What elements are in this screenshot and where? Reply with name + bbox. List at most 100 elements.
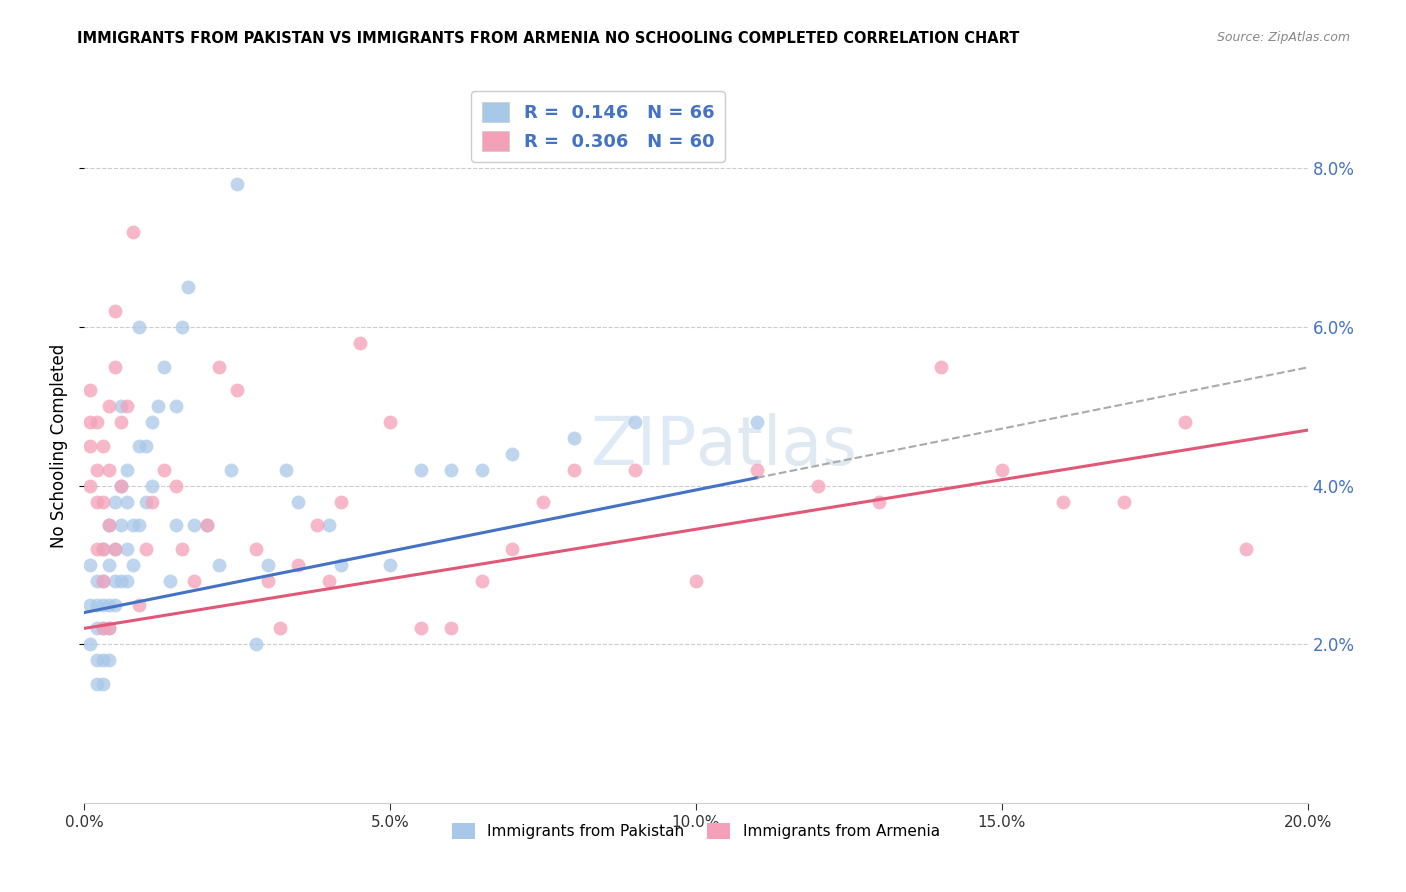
Point xyxy=(91,574,114,588)
Point xyxy=(159,574,181,588)
Y-axis label: No Schooling Completed: No Schooling Completed xyxy=(51,344,69,548)
Point xyxy=(110,478,132,492)
Point xyxy=(330,494,353,508)
Point xyxy=(97,518,120,533)
Point xyxy=(97,653,120,667)
Point xyxy=(287,558,309,572)
Point xyxy=(177,280,200,294)
Point xyxy=(122,518,145,533)
Point xyxy=(97,621,120,635)
Point xyxy=(208,359,231,374)
Point xyxy=(91,439,114,453)
Point xyxy=(245,542,267,557)
Point xyxy=(1052,494,1074,508)
Point xyxy=(91,542,114,557)
Point xyxy=(172,542,194,557)
Point xyxy=(91,653,114,667)
Point xyxy=(86,494,108,508)
Point xyxy=(86,621,108,635)
Point xyxy=(115,494,138,508)
Point xyxy=(115,400,138,414)
Point xyxy=(122,558,145,572)
Point xyxy=(97,463,120,477)
Point xyxy=(685,574,707,588)
Point xyxy=(305,518,328,533)
Point xyxy=(97,518,120,533)
Point xyxy=(86,415,108,429)
Point xyxy=(86,598,108,612)
Point xyxy=(624,415,647,429)
Point xyxy=(104,574,127,588)
Point xyxy=(269,621,291,635)
Point xyxy=(141,478,163,492)
Point xyxy=(141,494,163,508)
Point xyxy=(440,463,463,477)
Point xyxy=(562,431,585,445)
Point xyxy=(91,621,114,635)
Point xyxy=(172,320,194,334)
Point xyxy=(409,463,432,477)
Point xyxy=(86,653,108,667)
Point xyxy=(226,384,249,398)
Point xyxy=(128,518,150,533)
Point xyxy=(115,542,138,557)
Point xyxy=(153,463,176,477)
Text: IMMIGRANTS FROM PAKISTAN VS IMMIGRANTS FROM ARMENIA NO SCHOOLING COMPLETED CORRE: IMMIGRANTS FROM PAKISTAN VS IMMIGRANTS F… xyxy=(77,31,1019,46)
Point xyxy=(79,384,101,398)
Point xyxy=(153,359,176,374)
Text: Source: ZipAtlas.com: Source: ZipAtlas.com xyxy=(1216,31,1350,45)
Point xyxy=(380,558,402,572)
Point xyxy=(128,598,150,612)
Point xyxy=(146,400,169,414)
Point xyxy=(79,558,101,572)
Point xyxy=(747,463,769,477)
Point xyxy=(807,478,830,492)
Point xyxy=(91,621,114,635)
Point xyxy=(440,621,463,635)
Point xyxy=(208,558,231,572)
Point xyxy=(79,637,101,651)
Point xyxy=(86,542,108,557)
Point xyxy=(245,637,267,651)
Point xyxy=(104,598,127,612)
Point xyxy=(624,463,647,477)
Legend: Immigrants from Pakistan, Immigrants from Armenia: Immigrants from Pakistan, Immigrants fro… xyxy=(446,817,946,845)
Point xyxy=(287,494,309,508)
Point xyxy=(104,542,127,557)
Point xyxy=(330,558,353,572)
Point xyxy=(135,439,157,453)
Point xyxy=(471,463,494,477)
Point xyxy=(257,558,280,572)
Point xyxy=(929,359,952,374)
Point xyxy=(195,518,218,533)
Point xyxy=(110,400,132,414)
Point xyxy=(97,400,120,414)
Point xyxy=(219,463,242,477)
Point xyxy=(471,574,494,588)
Point xyxy=(183,574,205,588)
Point xyxy=(380,415,402,429)
Point xyxy=(79,478,101,492)
Point xyxy=(86,677,108,691)
Point xyxy=(104,304,127,318)
Point xyxy=(128,320,150,334)
Point xyxy=(86,463,108,477)
Point xyxy=(135,542,157,557)
Point xyxy=(349,335,371,350)
Point xyxy=(110,518,132,533)
Point xyxy=(79,439,101,453)
Point xyxy=(409,621,432,635)
Point xyxy=(97,598,120,612)
Point xyxy=(183,518,205,533)
Point xyxy=(562,463,585,477)
Point xyxy=(91,598,114,612)
Point xyxy=(257,574,280,588)
Point xyxy=(91,494,114,508)
Point xyxy=(104,542,127,557)
Point xyxy=(1174,415,1197,429)
Point xyxy=(135,494,157,508)
Point xyxy=(991,463,1014,477)
Point xyxy=(502,447,524,461)
Point xyxy=(141,415,163,429)
Point xyxy=(115,574,138,588)
